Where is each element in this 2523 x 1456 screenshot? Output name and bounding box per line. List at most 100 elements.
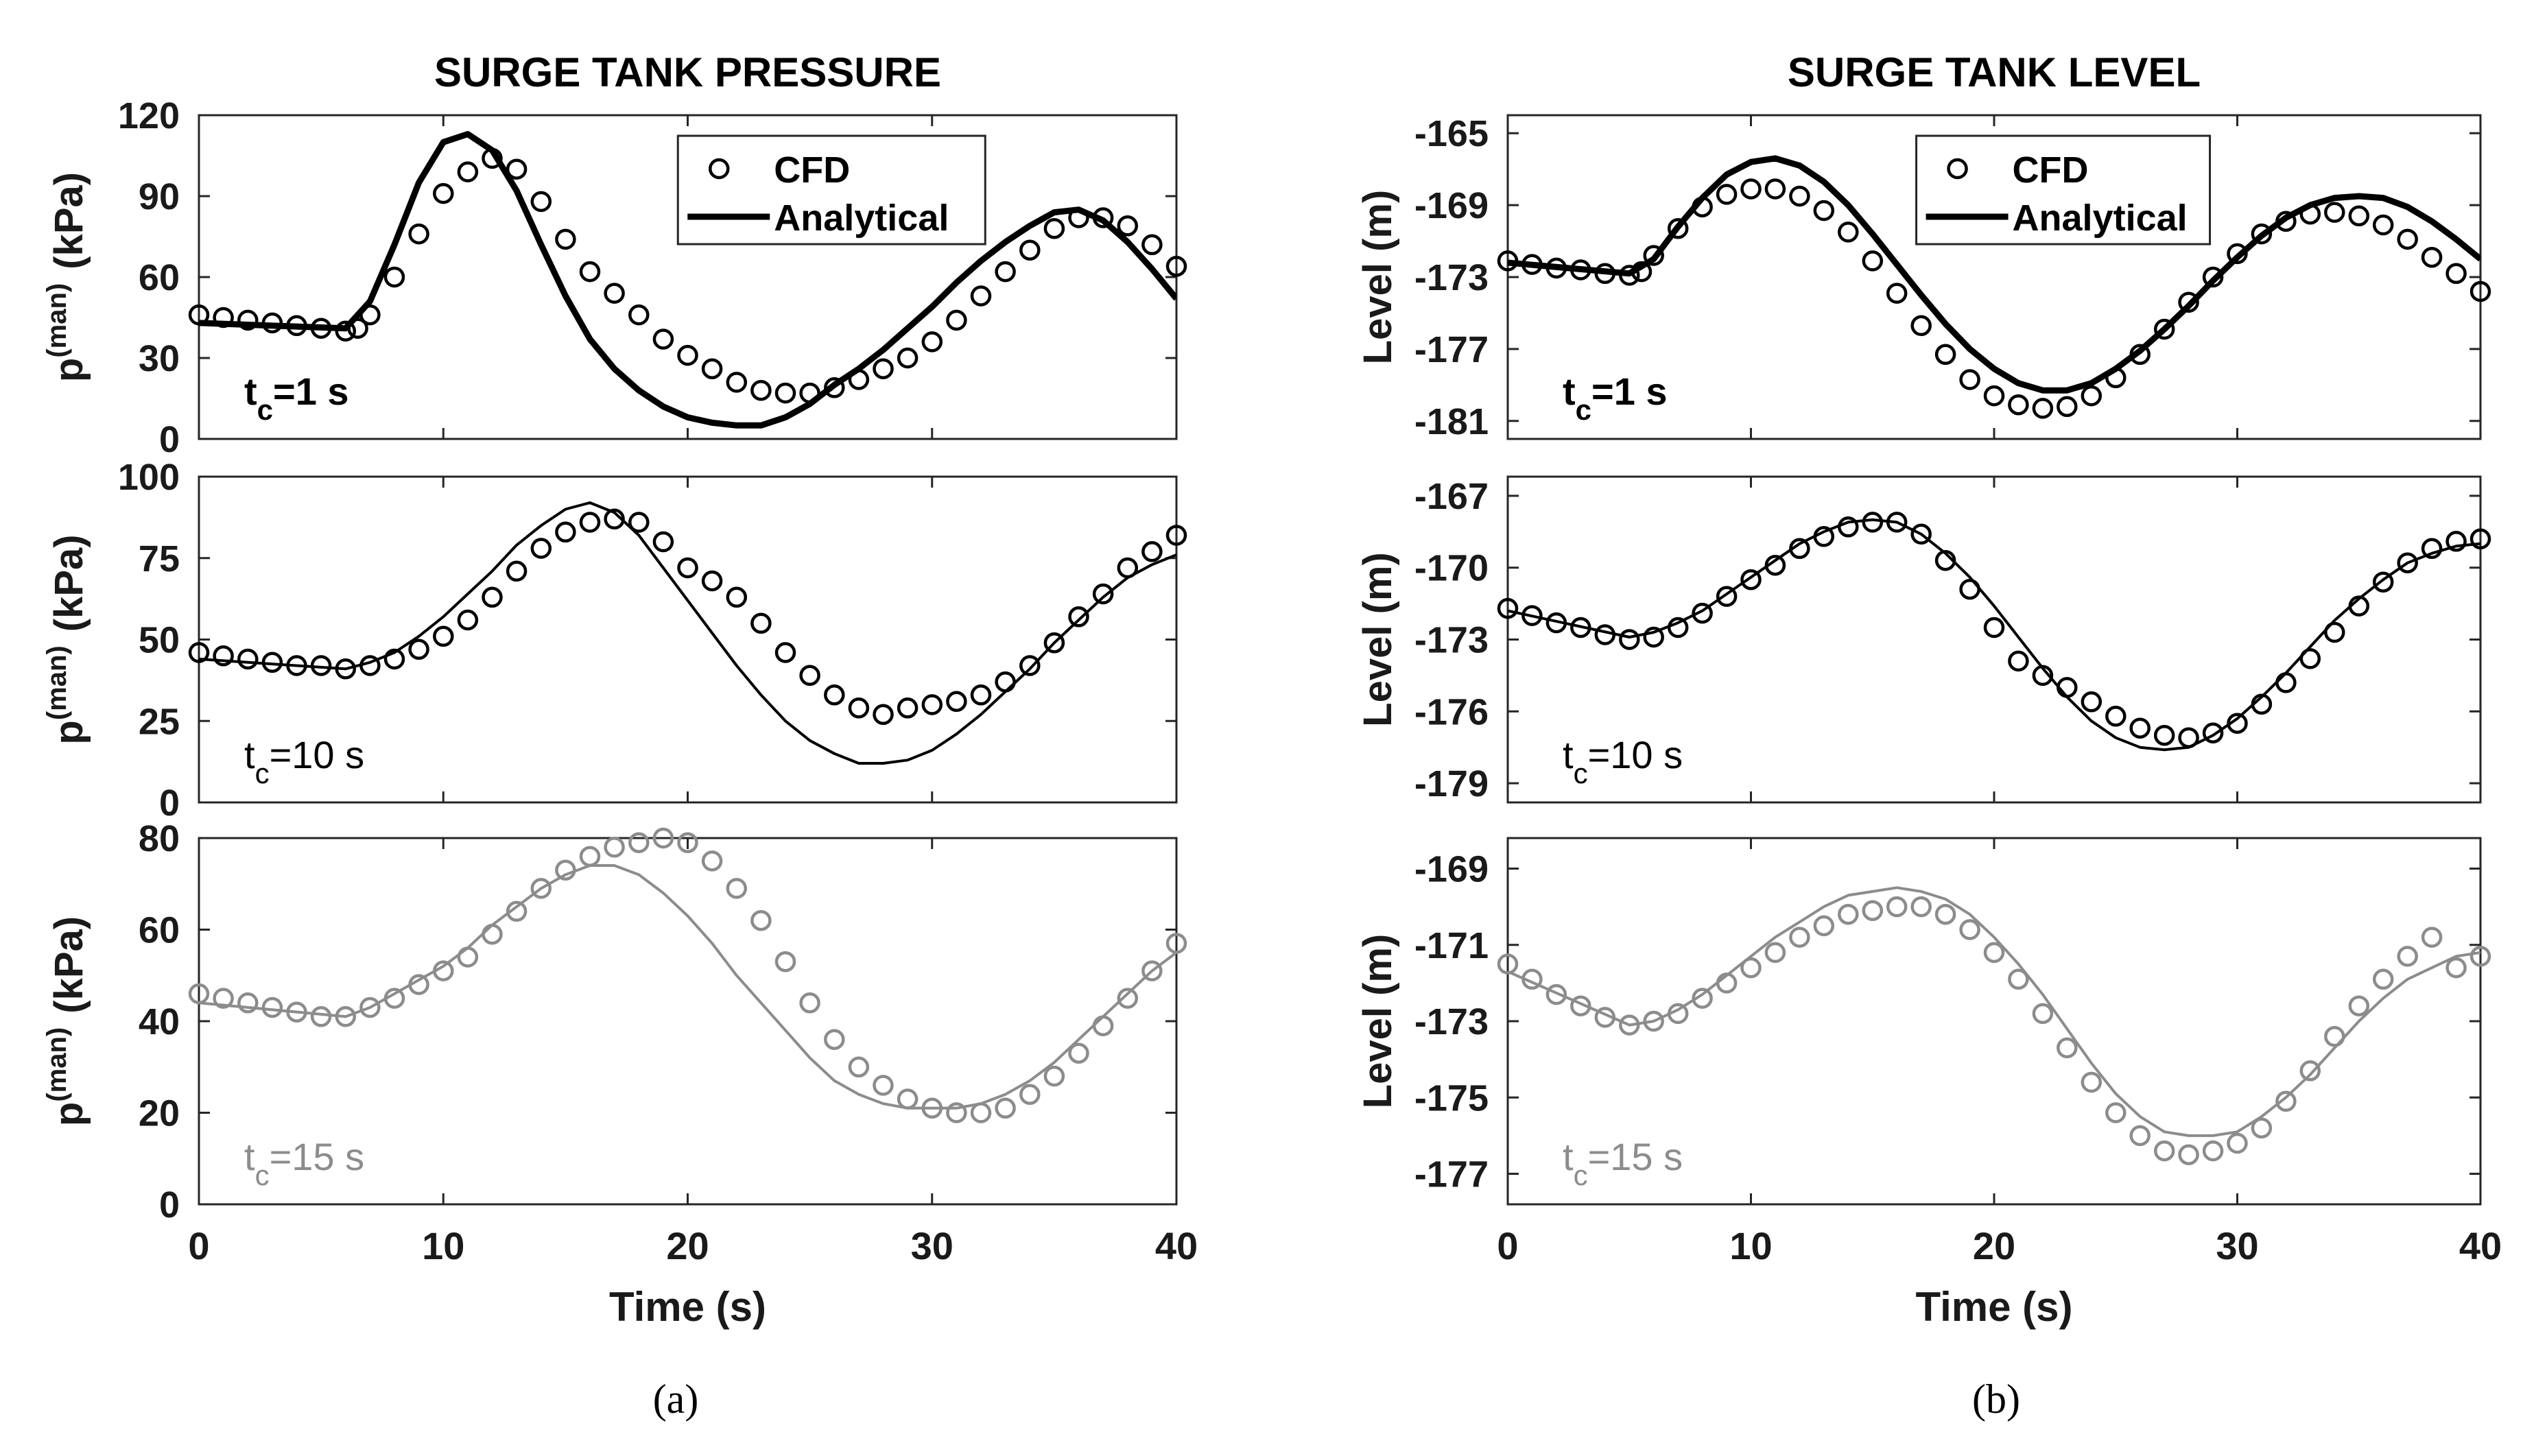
data-point-cfd xyxy=(1716,586,1738,607)
x-tick-label: 20 xyxy=(1973,1224,2015,1267)
data-point-cfd xyxy=(2421,538,2443,560)
tc-annotation: tc=10 s xyxy=(1563,733,1683,789)
data-point-cfd xyxy=(579,261,601,283)
data-point-cfd xyxy=(1764,942,1786,964)
y-tick-label: -173 xyxy=(1414,620,1489,661)
x-axis-label: Time (s) xyxy=(1916,1284,2073,1330)
y-axis-label: Level (m) xyxy=(1355,934,1400,1109)
y-tick-label: 80 xyxy=(139,818,180,859)
data-point-cfd xyxy=(2178,291,2199,313)
data-point-cfd xyxy=(2202,722,2224,743)
data-point-cfd xyxy=(1141,960,1163,981)
data-point-cfd xyxy=(310,1006,332,1027)
legend-box xyxy=(676,134,986,246)
data-point-cfd xyxy=(2275,1090,2297,1112)
data-point-cfd xyxy=(1117,215,1139,237)
series-line-analytical xyxy=(199,864,1176,1110)
y-tick-label: 0 xyxy=(159,419,180,460)
data-point-cfd xyxy=(1862,512,1884,533)
chart-panel-pb3: 0 10 20 30 40 -177 -175 -173 -171 -169 Time (s) Lev… xyxy=(1355,837,2502,1330)
data-point-cfd xyxy=(726,878,748,899)
x-tick-label: 20 xyxy=(666,1224,709,1267)
data-point-cfd xyxy=(2008,650,2029,672)
legend-marker-cfd xyxy=(1947,158,1968,180)
data-point-cfd xyxy=(2397,228,2418,250)
data-point-cfd xyxy=(1838,222,1859,243)
data-point-cfd xyxy=(774,382,796,404)
data-point-cfd xyxy=(1165,933,1187,954)
legend: CFD Analytical xyxy=(676,134,986,246)
y-tick-label: 0 xyxy=(159,1184,180,1226)
tc-annotation-main: t xyxy=(1563,1135,1574,1178)
data-point-cfd xyxy=(2227,1132,2248,1154)
data-point-cfd xyxy=(726,372,748,393)
data-point-cfd xyxy=(1019,1084,1041,1106)
data-point-cfd xyxy=(530,191,552,213)
chart-panel-pb1: -181 -177 -173 -169 -165 SURGE TANK LEVEL Leve… xyxy=(1355,49,2491,442)
data-point-cfd xyxy=(1068,606,1089,628)
data-point-cfd xyxy=(433,182,454,204)
tc-annotation: tc=15 s xyxy=(244,1135,364,1191)
data-point-cfd xyxy=(530,878,552,899)
data-point-cfd xyxy=(1910,896,1932,918)
chart-panel-pa1: 0 30 60 90 120 SURGE TANK PRESSURE p(man) (kPa)… xyxy=(42,49,1187,460)
x-tick-label: 10 xyxy=(422,1224,464,1267)
tc-annotation-main: t xyxy=(244,1135,255,1178)
tc-annotation-rest: =1 s xyxy=(273,370,349,413)
data-point-cfd xyxy=(1643,626,1664,648)
data-point-cfd xyxy=(1068,1042,1089,1064)
data-point-cfd xyxy=(1692,602,1713,624)
data-point-cfd xyxy=(2421,927,2443,948)
data-point-cfd xyxy=(1983,385,2005,407)
data-point-cfd xyxy=(2445,263,2467,285)
y-axis-label-sup: (man) xyxy=(42,1027,72,1102)
data-point-cfd xyxy=(652,531,674,553)
data-point-cfd xyxy=(383,648,405,670)
data-point-cfd xyxy=(774,642,796,663)
data-point-cfd xyxy=(1619,629,1640,650)
data-point-cfd xyxy=(1813,200,1835,222)
data-point-cfd xyxy=(1934,903,1956,925)
data-point-cfd xyxy=(1764,178,1786,200)
data-point-cfd xyxy=(652,827,674,849)
y-axis-label-unit: (kPa) xyxy=(47,916,91,1014)
series-line-analytical xyxy=(199,131,1176,429)
data-point-cfd xyxy=(701,570,723,592)
y-tick-label: 25 xyxy=(139,701,180,742)
data-point-cfd xyxy=(1092,583,1114,605)
data-point-cfd xyxy=(946,1102,967,1123)
data-point-cfd xyxy=(1959,919,1980,940)
plot-area-frame xyxy=(198,475,1178,804)
data-point-cfd xyxy=(750,379,772,401)
x-tick-label: 30 xyxy=(911,1224,953,1267)
data-point-cfd xyxy=(2397,552,2418,573)
data-point-cfd xyxy=(701,358,723,379)
tc-annotation-rest: =1 s xyxy=(1591,370,1668,413)
data-point-cfd xyxy=(2057,396,2078,418)
data-point-cfd xyxy=(408,639,429,660)
data-point-cfd xyxy=(2299,1060,2321,1082)
data-point-cfd xyxy=(261,996,283,1018)
data-point-cfd xyxy=(530,538,552,559)
data-point-cfd xyxy=(873,704,894,726)
data-point-cfd xyxy=(921,331,943,353)
data-point-cfd xyxy=(2445,531,2467,552)
data-point-cfd xyxy=(2202,1140,2224,1162)
data-point-cfd xyxy=(873,1075,894,1096)
data-point-cfd xyxy=(2129,717,2151,739)
tc-annotation-sub: c xyxy=(1574,1159,1588,1191)
data-point-cfd xyxy=(652,329,674,350)
data-point-cfd xyxy=(1740,178,1762,200)
y-axis-label-main: p xyxy=(47,358,91,382)
data-point-cfd xyxy=(824,1029,845,1050)
data-point-cfd xyxy=(1117,988,1139,1009)
series-line-analytical xyxy=(1508,886,2480,1137)
data-point-cfd xyxy=(628,832,650,853)
tc-annotation: tc=10 s xyxy=(244,733,364,789)
data-point-cfd xyxy=(1165,525,1187,546)
data-point-cfd xyxy=(1545,983,1567,1005)
tc-annotation: tc=1 s xyxy=(244,370,349,426)
data-point-cfd xyxy=(1716,184,1738,205)
y-tick-label: 60 xyxy=(139,910,180,951)
data-point-cfd xyxy=(1983,942,2005,964)
